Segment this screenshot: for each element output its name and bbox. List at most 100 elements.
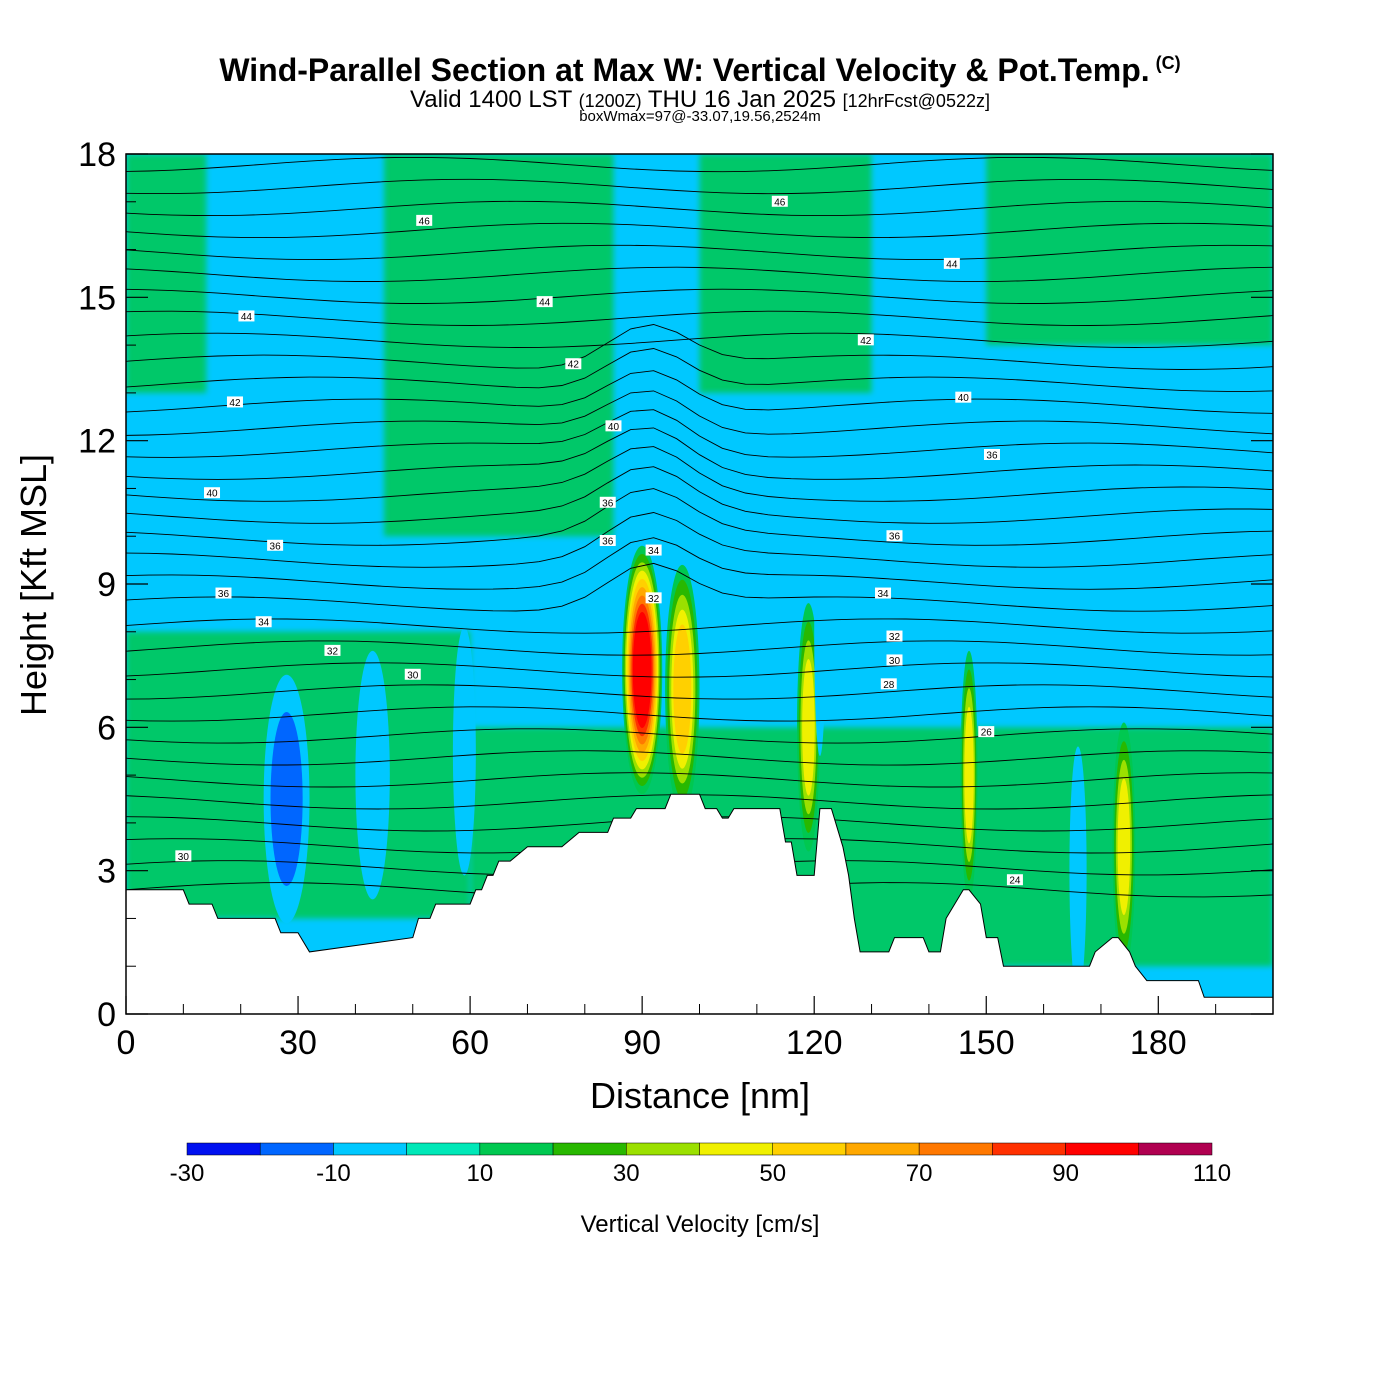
colorbar-swatch xyxy=(626,1142,700,1156)
colorbar-swatch xyxy=(845,1142,920,1156)
theta-label-text: 42 xyxy=(860,336,872,347)
velocity-cell xyxy=(673,624,692,754)
theta-label: 42 xyxy=(857,334,874,347)
colorbar-swatch xyxy=(479,1142,554,1156)
theta-isoline xyxy=(126,618,1273,634)
velocity-cell xyxy=(452,627,476,876)
y-tick-label: 12 xyxy=(78,423,116,461)
theta-isoline xyxy=(126,512,1273,568)
colorbar-tick-label: 110 xyxy=(1193,1160,1231,1187)
colorbar: -30 -10 10 30 50 70 90 110 xyxy=(170,1142,1231,1187)
colorbar-swatch xyxy=(772,1142,847,1156)
colorbar-tick-label: 30 xyxy=(613,1160,640,1187)
theta-label-text: 36 xyxy=(986,451,998,462)
theta-label: 44 xyxy=(536,296,553,309)
theta-isoline xyxy=(126,324,1273,370)
y-tick-label: 18 xyxy=(78,136,116,174)
theta-isoline xyxy=(126,409,1273,458)
theta-label-text: 46 xyxy=(419,216,431,227)
theta-label: 40 xyxy=(955,391,972,404)
velocity-band xyxy=(699,154,872,393)
theta-isoline xyxy=(126,222,1273,239)
velocity-cell xyxy=(1117,778,1131,916)
theta-label: 30 xyxy=(886,654,903,667)
theta-label-text: 30 xyxy=(889,656,901,667)
subtitle-date: THU 16 Jan 2025 xyxy=(647,86,836,113)
theta-isoline xyxy=(126,750,1273,766)
theta-label-text: 36 xyxy=(602,537,614,548)
theta-isoline xyxy=(126,310,1273,326)
theta-label: 40 xyxy=(204,487,221,500)
theta-label: 30 xyxy=(404,668,421,681)
theta-isoline xyxy=(126,427,1273,480)
velocity-cell xyxy=(632,612,652,728)
theta-label-text: 40 xyxy=(958,393,970,404)
theta-label: 28 xyxy=(880,678,897,691)
velocity-cell xyxy=(355,650,390,900)
y-tick-label: 0 xyxy=(97,996,116,1034)
x-tick-label: 90 xyxy=(623,1024,661,1062)
velocity-band xyxy=(986,154,1273,346)
theta-label: 40 xyxy=(605,420,622,433)
colorbar-swatch xyxy=(1138,1142,1213,1156)
theta-label-text: 34 xyxy=(648,546,660,557)
theta-label: 26 xyxy=(978,726,995,739)
colorbar-tick-label: 10 xyxy=(467,1160,494,1187)
theta-label: 32 xyxy=(886,630,903,643)
velocity-cell xyxy=(1069,746,1087,995)
theta-isoline xyxy=(126,537,1273,590)
velocity-band xyxy=(384,154,614,537)
theta-label: 46 xyxy=(416,214,433,227)
colorbar-title: Vertical Velocity [cm/s] xyxy=(581,1211,820,1238)
theta-label: 34 xyxy=(255,616,272,629)
y-tick-label: 6 xyxy=(97,709,116,747)
theta-label: 24 xyxy=(1006,874,1023,887)
colorbar-swatch xyxy=(552,1142,627,1156)
theta-label-text: 24 xyxy=(1009,876,1021,887)
theta-isoline xyxy=(126,488,1273,546)
velocity-cell xyxy=(964,706,974,844)
y-tick-label: 15 xyxy=(78,279,116,317)
theta-label-text: 42 xyxy=(229,398,241,409)
theta-label-text: 26 xyxy=(981,728,993,739)
theta-label: 34 xyxy=(875,587,892,600)
theta-label-text: 36 xyxy=(218,589,230,600)
theta-label-text: 44 xyxy=(539,298,551,309)
colorbar-swatch xyxy=(333,1142,407,1156)
theta-label: 46 xyxy=(771,195,788,208)
theta-label: 34 xyxy=(645,544,662,557)
theta-label-text: 28 xyxy=(883,680,895,691)
theta-isoline xyxy=(126,178,1273,195)
colorbar-tick-label: -10 xyxy=(316,1160,351,1187)
velocity-cell xyxy=(270,712,303,886)
colorbar-swatch xyxy=(918,1142,993,1156)
theta-isoline xyxy=(126,706,1273,722)
x-tick-label: 120 xyxy=(786,1024,843,1062)
theta-label: 42 xyxy=(226,396,243,409)
x-tick-label: 30 xyxy=(279,1024,317,1062)
theta-label-text: 32 xyxy=(889,632,901,643)
theta-isoline xyxy=(126,390,1273,436)
subtitle-valid: Valid 1400 LST xyxy=(410,86,572,113)
y-tick-label: 3 xyxy=(97,853,116,891)
theta-isoline xyxy=(126,348,1273,392)
theta-isoline xyxy=(126,466,1273,524)
colorbar-tick-label: 50 xyxy=(759,1160,786,1187)
theta-label: 36 xyxy=(267,539,284,552)
theta-label-text: 42 xyxy=(568,360,580,371)
theta-isoline xyxy=(126,640,1273,656)
theta-label: 36 xyxy=(983,449,1000,462)
theta-isoline xyxy=(126,156,1273,173)
x-tick-label: 150 xyxy=(958,1024,1015,1062)
theta-label: 36 xyxy=(886,530,903,543)
plot-area xyxy=(126,154,1273,1014)
y-axis-title: Height [Kft MSL] xyxy=(13,454,54,716)
subtitle-utc: (1200Z) xyxy=(578,91,642,111)
colorbar-swatch xyxy=(1065,1142,1140,1156)
theta-label: 30 xyxy=(175,850,192,863)
theta-label: 36 xyxy=(215,587,232,600)
colorbar-swatch xyxy=(406,1142,481,1156)
theta-isoline xyxy=(126,662,1273,678)
theta-contour-labels: 24 26 28 30 30 30 32 32 32 34 34 34 36 36 36 36 36 36 40 40… xyxy=(175,195,1023,887)
